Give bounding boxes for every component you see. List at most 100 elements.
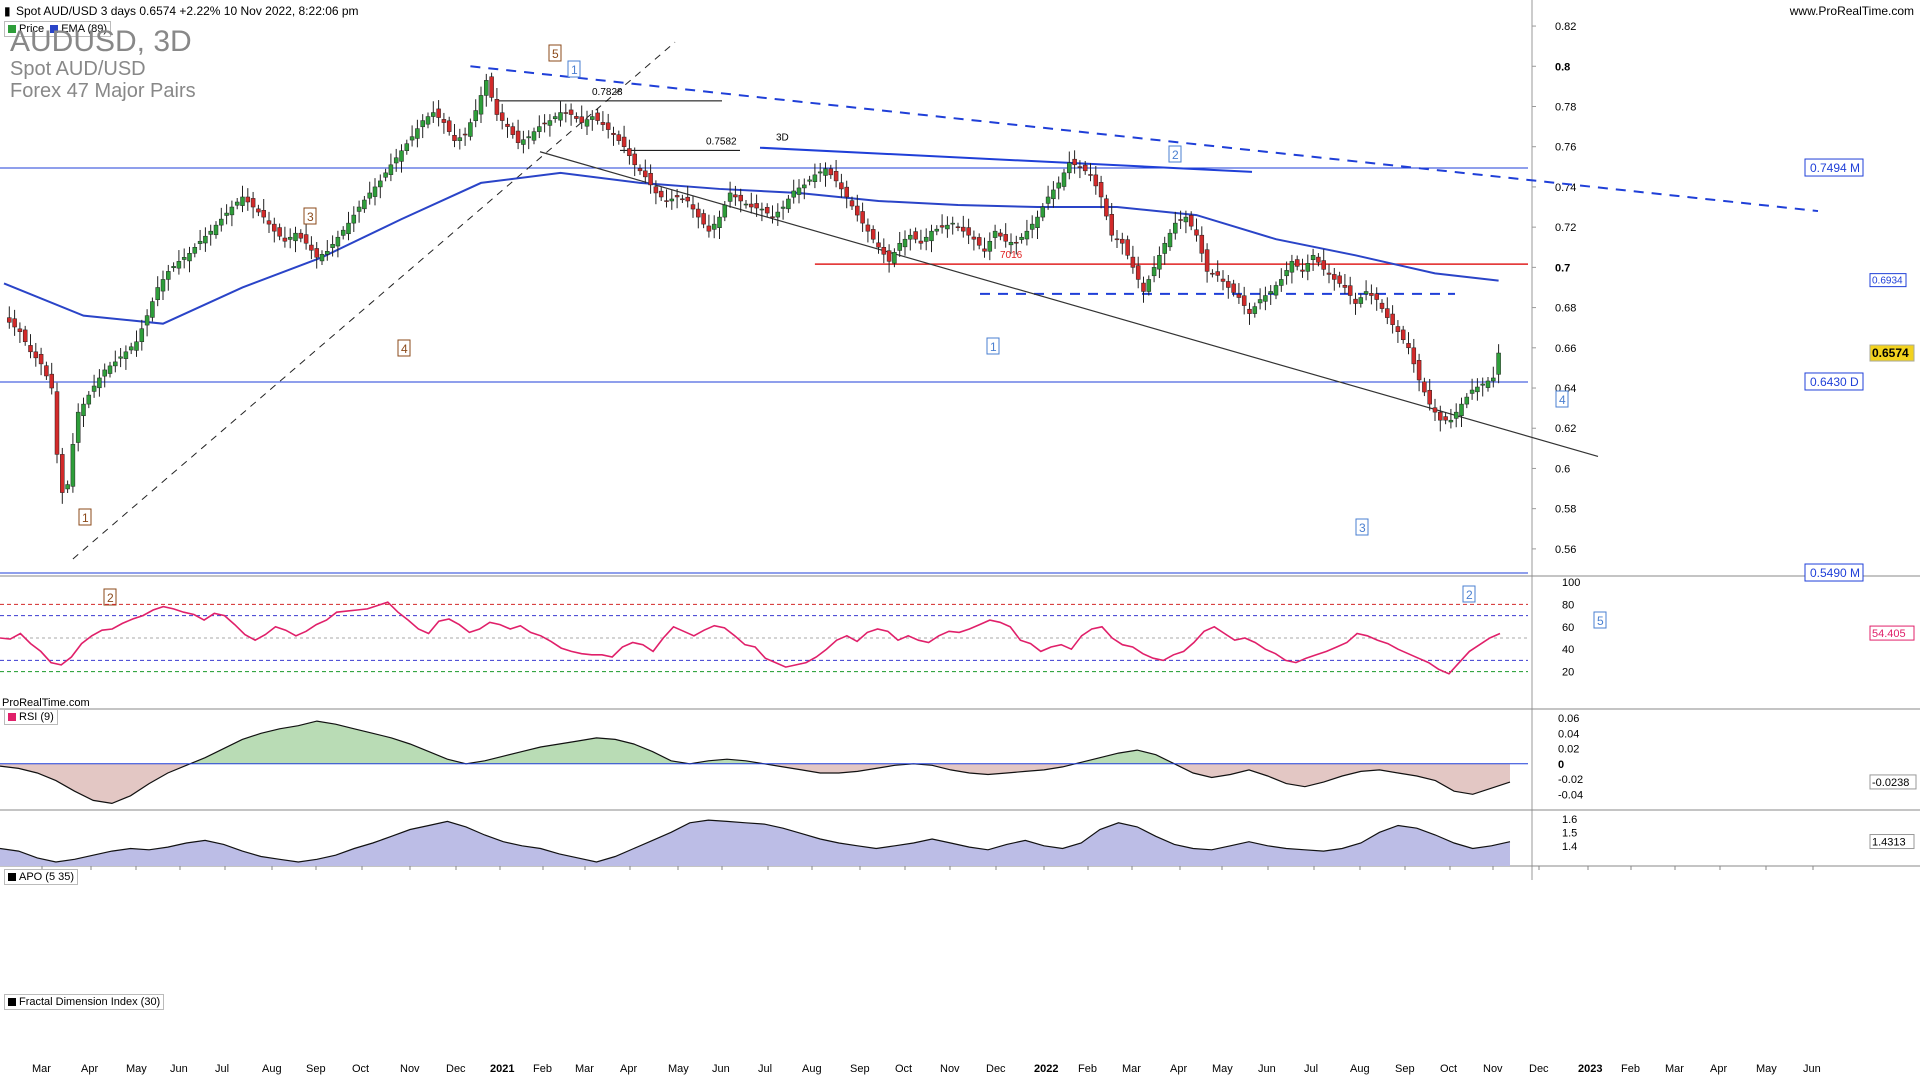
candle-up: [81, 403, 86, 417]
x-tick-label: Mar: [575, 1063, 594, 1075]
candle-up: [1284, 270, 1289, 277]
candle-down: [643, 170, 648, 178]
legend-fdi: Fractal Dimension Index (30): [4, 994, 165, 1010]
price-tick-label: 0.72: [1555, 222, 1576, 234]
candle-down: [855, 205, 860, 216]
apo-line: [0, 720, 1511, 805]
apo-value: -0.0238: [1872, 777, 1909, 789]
candle-up: [796, 187, 802, 195]
candle-down: [1220, 278, 1226, 282]
candle-down: [436, 108, 441, 118]
candle-down: [298, 232, 304, 239]
candle-down: [611, 132, 616, 135]
candle-up: [70, 444, 76, 487]
candle-down: [7, 317, 12, 323]
wave-label-brown: 4: [401, 342, 408, 356]
rsi-tick-label: 80: [1562, 599, 1574, 611]
candle-up: [1056, 182, 1061, 189]
x-tick-label: Dec: [446, 1063, 466, 1075]
candle-down: [1072, 158, 1077, 166]
candle-up: [160, 279, 166, 292]
candle-up: [139, 328, 145, 343]
candle-up: [727, 192, 733, 202]
candle-down: [1104, 198, 1109, 217]
wave-label-blue: 2: [1466, 588, 1473, 602]
x-tick-label: Apr: [620, 1063, 637, 1075]
candle-down: [770, 216, 775, 218]
badge-box-ema: [1869, 273, 1907, 288]
x-tick-label: May: [1756, 1063, 1777, 1075]
candle-down: [1443, 416, 1448, 421]
x-tick-label: Oct: [1440, 1063, 1457, 1075]
candle-up: [552, 116, 558, 120]
candle-down: [1114, 238, 1120, 241]
price-tick-label: 0.78: [1555, 101, 1576, 113]
candle-up: [134, 341, 139, 351]
candle-down: [1353, 298, 1358, 304]
candle-up: [118, 356, 123, 359]
candle-up: [335, 236, 341, 247]
candle-down: [1120, 238, 1125, 244]
candle-down: [452, 134, 457, 141]
candle-up: [1305, 263, 1311, 272]
candle-up: [150, 301, 155, 318]
candles-icon: ▮: [4, 4, 11, 18]
candle-up: [987, 240, 993, 252]
price-tick-label: 0.58: [1555, 504, 1576, 516]
candle-down: [738, 194, 743, 202]
x-tick-label: Jun: [712, 1063, 730, 1075]
instrument-name: Spot AUD/USD: [10, 58, 146, 80]
candle-up: [1252, 306, 1258, 314]
candle-down: [1300, 269, 1305, 272]
website-link[interactable]: www.ProRealTime.com: [1789, 4, 1914, 18]
candle-down: [849, 200, 855, 207]
candle-down: [1109, 214, 1114, 236]
candle-up: [722, 204, 728, 218]
badge-ema: 0.6934: [1872, 276, 1903, 287]
candle-up: [807, 179, 812, 182]
candle-down: [505, 123, 510, 127]
candle-up: [1029, 223, 1035, 230]
candle-down: [1141, 282, 1146, 292]
candle-up: [1358, 297, 1364, 304]
rsi-tick-label: 100: [1562, 577, 1580, 589]
candle-down: [1369, 293, 1374, 296]
price-tick-label: 0.76: [1555, 142, 1576, 154]
x-tick-label: Nov: [400, 1063, 420, 1075]
candle-up: [351, 214, 357, 224]
x-tick-label: Aug: [262, 1063, 282, 1075]
candle-down: [955, 226, 961, 228]
candle-down: [17, 328, 23, 332]
candle-up: [388, 164, 394, 175]
candle-up: [929, 230, 934, 242]
candle-up: [923, 236, 929, 242]
candle-up: [287, 236, 293, 240]
candle-up: [187, 253, 192, 262]
candle-up: [107, 365, 113, 374]
candle-up: [372, 186, 378, 197]
candle-down: [653, 186, 659, 194]
candle-down: [998, 232, 1003, 237]
candle-down: [1093, 174, 1099, 187]
candle-up: [378, 180, 383, 188]
candle-down: [441, 119, 447, 123]
candle-up: [415, 128, 420, 139]
candle-up: [908, 234, 913, 240]
candle-down: [446, 120, 452, 132]
candle-down: [961, 226, 966, 232]
rsi-tick-label: 60: [1562, 622, 1574, 634]
candle-up: [213, 224, 219, 236]
candle-down: [1194, 229, 1199, 236]
x-tick-label: Jul: [215, 1063, 229, 1075]
x-tick-label: Jun: [1803, 1063, 1821, 1075]
candle-up: [219, 218, 224, 226]
candle-down: [971, 236, 977, 240]
candle-down: [568, 109, 574, 115]
candle-up: [128, 346, 134, 351]
candle-down: [282, 237, 288, 242]
candle-down: [462, 133, 468, 136]
candle-up: [786, 198, 791, 210]
x-tick-label: 2022: [1034, 1063, 1058, 1075]
candle-down: [250, 198, 256, 208]
candle-down: [696, 208, 701, 218]
